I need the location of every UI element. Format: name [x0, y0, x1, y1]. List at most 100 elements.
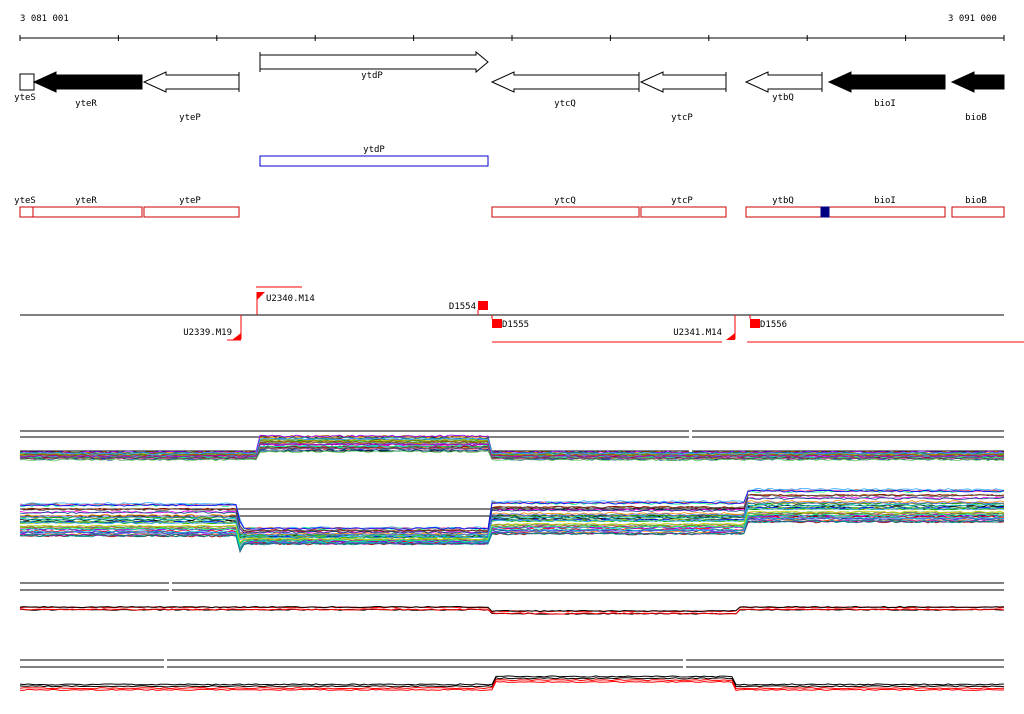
reverse-box-bioI: bioI: [821, 196, 946, 218]
box-rect: [821, 206, 946, 218]
gene-arrow: [639, 71, 727, 93]
expression-series: [19, 440, 1005, 457]
expression-tracks: [19, 423, 1005, 702]
box-rect: [143, 206, 240, 218]
expression-series: [19, 516, 1005, 550]
box-label-yteP: yteP: [179, 196, 201, 206]
gene-arrow: [827, 71, 946, 93]
box-rect: [259, 155, 489, 167]
box-rect: [640, 206, 727, 218]
box-rect: [491, 206, 640, 218]
gene-label-bioB: bioB: [965, 113, 987, 123]
scale-end-label: 3 091 000: [948, 14, 997, 24]
track-tiling-reverse: [19, 653, 1005, 702]
highlight-marker: [820, 206, 830, 218]
gene-bioI: bioI: [827, 71, 946, 109]
gene-label-bioI: bioI: [874, 99, 896, 109]
gene-bioB: bioB: [950, 71, 1005, 123]
expression-series: [19, 489, 1005, 530]
gene-label-ytbQ: ytbQ: [772, 93, 794, 103]
gene-label-yteS: yteS: [14, 93, 36, 103]
box-label-ytdP: ytdP: [363, 145, 385, 155]
expression-series: [19, 500, 1005, 536]
tu-flag: [232, 333, 241, 340]
track-tiling-forward: [19, 578, 1005, 624]
scale-start-label: 3 081 001: [20, 14, 69, 24]
expression-series: [19, 439, 1005, 456]
gene-annotation-track: yteS yteR yteP ytdP ytcQ ytcP ytbQ bioI bioB: [14, 50, 1005, 123]
expression-series: [19, 519, 1005, 552]
tu-flag: [257, 292, 265, 300]
box-label-ytcP: ytcP: [671, 196, 693, 206]
expression-series: [19, 679, 1005, 690]
tu-U2340.M14: U2340.M14: [256, 286, 315, 315]
expression-series: [19, 675, 1004, 686]
forward-strand-boxes: ytdP: [259, 145, 489, 167]
expression-series: [19, 517, 1005, 550]
gene-yteS: yteS: [14, 73, 36, 103]
expression-series: [19, 501, 1005, 537]
expression-series: [19, 507, 1005, 541]
tu-label-D1554: D1554: [449, 302, 476, 312]
tu-marker: [478, 301, 488, 310]
gene-ytdP: ytdP: [259, 50, 489, 81]
gene-shape: [19, 73, 35, 91]
tu-label-D1556: D1556: [760, 320, 787, 330]
gene-arrow: [259, 50, 489, 74]
gene-label-yteP: yteP: [179, 113, 201, 123]
expression-series: [19, 489, 1005, 530]
tu-flag: [726, 333, 735, 340]
gene-label-ytcQ: ytcQ: [554, 99, 576, 109]
track-gap: [689, 423, 692, 470]
reverse-box-ytbQ: ytbQ: [745, 196, 823, 218]
tu-D1555: D1555: [491, 315, 722, 343]
box-label-yteS: yteS: [14, 196, 36, 206]
expression-series: [19, 450, 1005, 462]
scale-ruler: [19, 35, 1005, 41]
tu-label-D1555: D1555: [502, 320, 529, 330]
tu-label-U2339.M19: U2339.M19: [183, 328, 232, 338]
tu-label-U2341.M14: U2341.M14: [673, 328, 722, 338]
expression-series: [19, 680, 1005, 691]
expression-series: [19, 443, 1005, 458]
expression-series: [19, 502, 1005, 537]
box-label-ytcQ: ytcQ: [554, 196, 576, 206]
gene-ytcQ: ytcQ: [490, 71, 640, 109]
reverse-box-ytcQ: ytcQ: [491, 196, 640, 218]
expression-series: [19, 437, 1005, 455]
box-rect: [745, 206, 823, 218]
track-gap: [683, 653, 686, 702]
expression-series: [19, 434, 1005, 454]
box-rect: [32, 206, 143, 218]
gene-arrow: [950, 71, 1005, 93]
tu-label-U2340.M14: U2340.M14: [266, 294, 315, 304]
box-label-bioI: bioI: [874, 196, 896, 206]
box-label-ytbQ: ytbQ: [772, 196, 794, 206]
gene-label-yteR: yteR: [75, 99, 97, 109]
forward-box-ytdP: ytdP: [259, 145, 489, 167]
expression-series: [19, 497, 1005, 534]
expression-series: [19, 446, 1004, 460]
tu-U2339.M19: U2339.M19: [183, 315, 242, 341]
reverse-box-yteP: yteP: [143, 196, 240, 218]
gene-arrow: [744, 71, 823, 93]
gene-arrow: [490, 71, 640, 93]
reverse-box-yteR: yteR: [32, 196, 143, 218]
gene-label-ytcP: ytcP: [671, 113, 693, 123]
expression-series: [19, 608, 1005, 615]
expression-series: [19, 677, 1005, 688]
expression-series: [19, 494, 1005, 533]
box-label-bioB: bioB: [965, 196, 987, 206]
transcription-unit-track: U2340.M14 D1554 U2339.M19 D1555 U2341.M14 D15…: [20, 286, 1024, 343]
expression-series: [19, 510, 1005, 543]
tu-U2341.M14: U2341.M14: [673, 315, 736, 340]
expression-series: [19, 501, 1005, 536]
expression-series: [19, 503, 1005, 538]
gene-arrow: [142, 71, 240, 93]
box-rect: [19, 206, 34, 218]
expression-series: [19, 488, 1005, 530]
tu-D1554: D1554: [449, 301, 488, 315]
tu-D1556: D1556: [747, 315, 1024, 343]
